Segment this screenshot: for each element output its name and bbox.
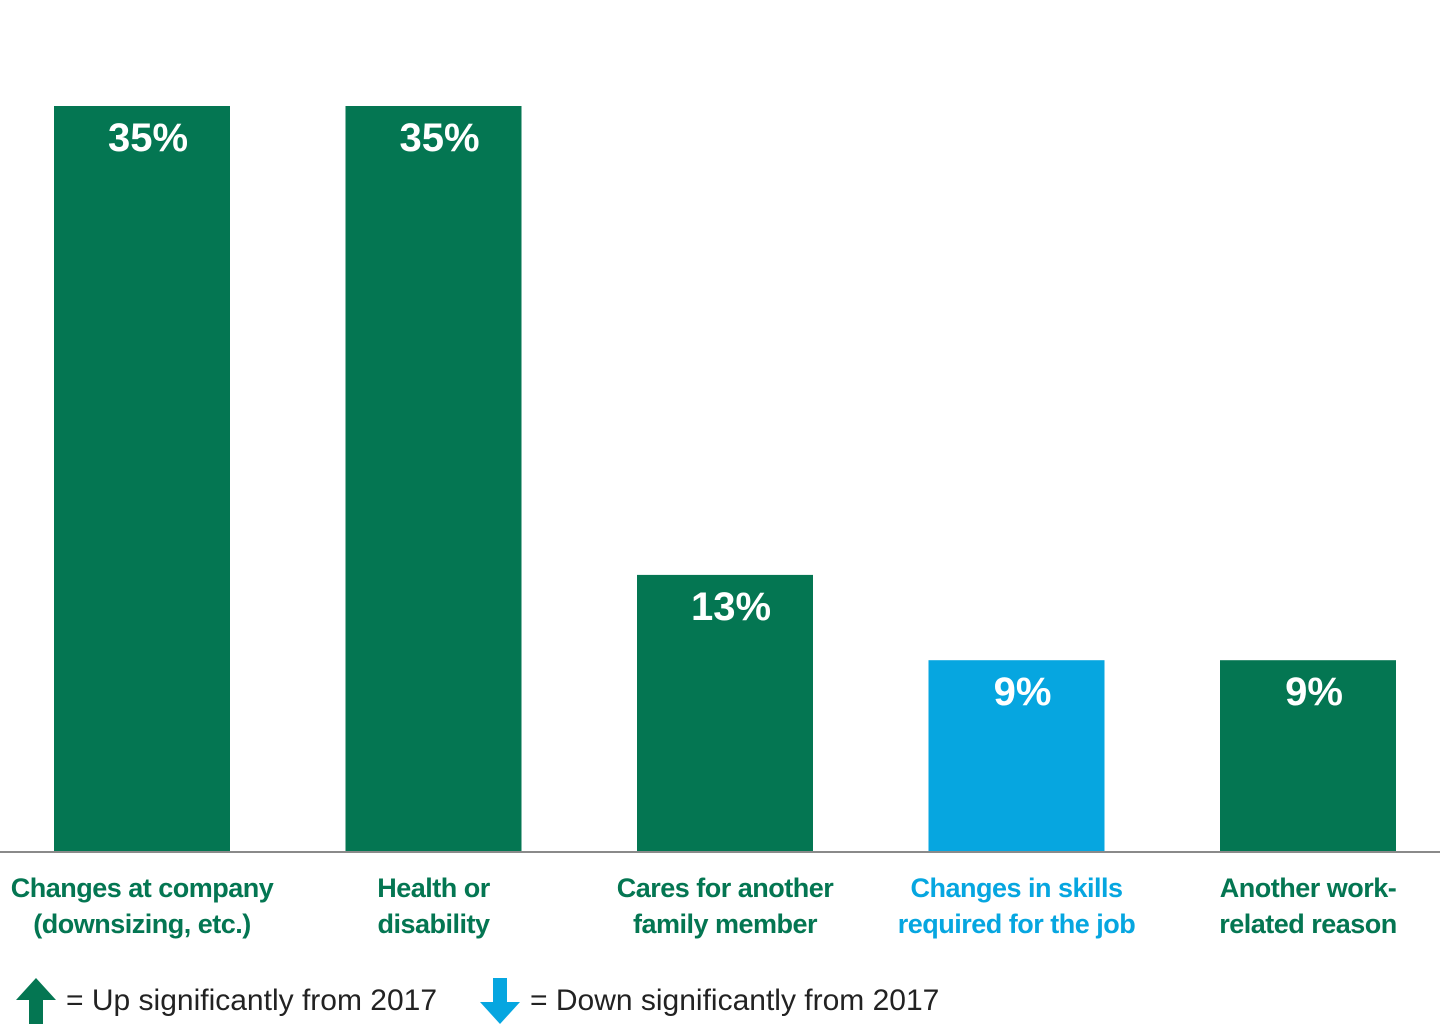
bar-4 bbox=[928, 660, 1105, 852]
up-arrow-icon bbox=[16, 978, 56, 1024]
category-label-line: required for the job bbox=[898, 909, 1136, 939]
category-labels-group: Changes at company (downsizing, etc.) Heal… bbox=[11, 873, 1398, 939]
category-label-line: related reason bbox=[1219, 909, 1397, 939]
category-label-5: Another work-related reason bbox=[1219, 873, 1397, 939]
category-label-line: Another work- bbox=[1220, 873, 1397, 903]
category-label-4: Changes in skills required for the job bbox=[898, 873, 1136, 939]
down-arrow-icon bbox=[480, 978, 520, 1024]
category-label-line: Health or bbox=[377, 873, 491, 903]
category-label-2: Health or disability bbox=[377, 873, 491, 939]
bar-value-label-1: 35% bbox=[108, 116, 188, 160]
bar-value-label-2: 35% bbox=[399, 116, 479, 160]
legend-up-label: = Up significantly from 2017 bbox=[66, 984, 438, 1017]
category-label-line: disability bbox=[377, 909, 490, 939]
bar-2 bbox=[345, 106, 522, 852]
bars-group: 35% 35% 13% 9% 9% bbox=[54, 106, 1396, 852]
category-label-line: Cares for another bbox=[617, 873, 835, 903]
bar-chart: 35% 35% 13% 9% 9% Changes at company (downsiz… bbox=[0, 106, 1440, 939]
bar-value-label-4: 9% bbox=[994, 670, 1052, 714]
bar-3 bbox=[637, 574, 813, 852]
category-label-3: Cares for another family member bbox=[617, 873, 835, 939]
legend-down-label: = Down significantly from 2017 bbox=[530, 984, 940, 1017]
bar-1 bbox=[54, 106, 230, 852]
category-label-line: (downsizing, etc.) bbox=[33, 909, 251, 939]
category-label-line: family member bbox=[633, 909, 818, 939]
legend-up: = Up significantly from 2017 bbox=[16, 978, 437, 1024]
category-label-line: Changes in skills bbox=[910, 873, 1122, 903]
category-label-1: Changes at company (downsizing, etc.) bbox=[11, 873, 274, 939]
category-label-line: Changes at company bbox=[11, 873, 274, 903]
bar-value-label-3: 13% bbox=[691, 585, 771, 629]
bar-value-label-5: 9% bbox=[1285, 670, 1343, 714]
bar-5 bbox=[1220, 660, 1396, 852]
legend-down: = Down significantly from 2017 bbox=[480, 978, 939, 1024]
